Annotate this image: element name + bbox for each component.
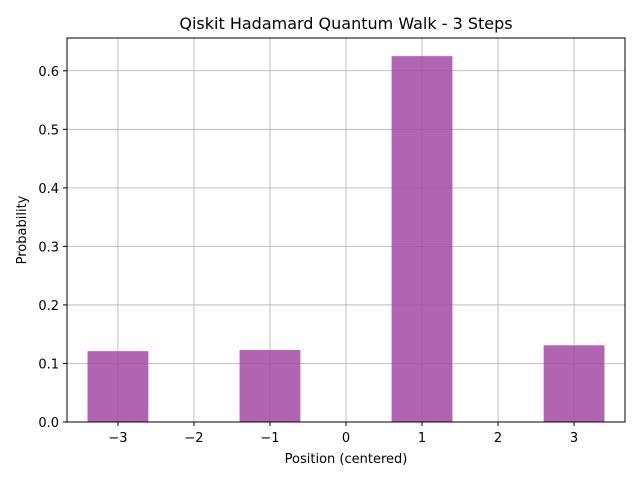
x-tick-label: 0 (342, 431, 350, 446)
x-tick-label: 3 (570, 431, 578, 446)
x-tick-label: −1 (260, 431, 279, 446)
y-tick-label: 0.6 (38, 65, 59, 80)
y-axis: 0.0 0.1 0.2 0.3 0.4 0.5 0.6 (38, 65, 67, 431)
x-axis: −3 −2 −1 0 1 2 3 (108, 422, 578, 446)
y-tick-label: 0.5 (38, 123, 59, 138)
x-tick-label: −2 (184, 431, 203, 446)
bar (543, 345, 605, 422)
y-tick-label: 0.2 (38, 299, 59, 314)
y-tick-label: 0.3 (38, 240, 59, 255)
bar (87, 351, 149, 422)
bars (87, 56, 605, 423)
chart-title: Qiskit Hadamard Quantum Walk - 3 Steps (179, 14, 512, 33)
y-tick-label: 0.4 (38, 182, 59, 197)
x-axis-label: Position (centered) (285, 452, 408, 467)
x-tick-label: 2 (494, 431, 502, 446)
y-axis-label: Probability (15, 195, 30, 264)
bar (239, 350, 301, 422)
y-tick-label: 0.0 (38, 416, 59, 431)
grid (67, 38, 625, 423)
bar (391, 56, 453, 423)
y-tick-label: 0.1 (38, 357, 59, 372)
x-tick-label: −3 (108, 431, 127, 446)
x-tick-label: 1 (418, 431, 426, 446)
